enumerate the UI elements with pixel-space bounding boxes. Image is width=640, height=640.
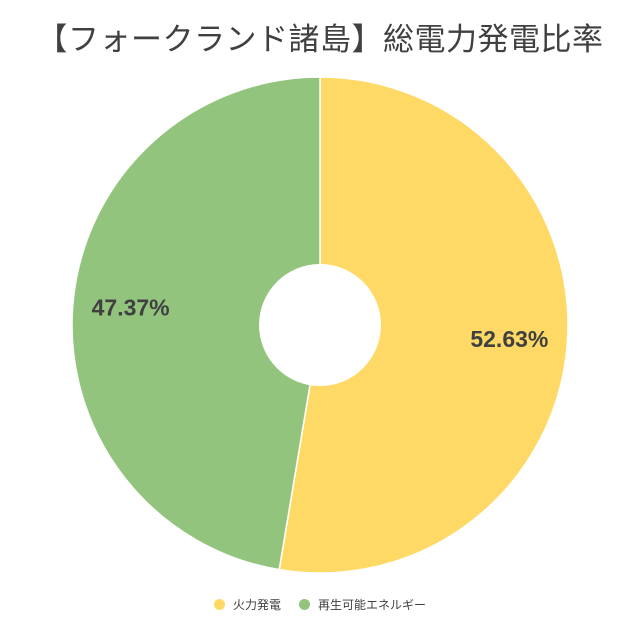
slice-label-1: 47.37% xyxy=(92,294,170,320)
donut-hole xyxy=(259,264,381,386)
legend-label-renewable: 再生可能エネルギー xyxy=(318,598,427,612)
legend-swatch-thermal xyxy=(213,599,225,610)
chart-title: 【フォークランド諸島】総電力発電比率 xyxy=(36,22,604,58)
slice-label-0: 52.63% xyxy=(470,326,548,352)
legend-swatch-renewable xyxy=(299,599,310,610)
chart-slices xyxy=(71,76,569,574)
slice-0[interactable] xyxy=(278,76,569,574)
chart-slice-labels: 52.63% 47.37% xyxy=(92,294,549,351)
chart-legend: 火力発電 再生可能エネルギー xyxy=(0,596,640,613)
slice-1[interactable] xyxy=(71,76,321,571)
legend-item-thermal[interactable]: 火力発電 xyxy=(213,596,281,613)
legend-label-thermal: 火力発電 xyxy=(232,598,281,612)
legend-item-renewable[interactable]: 再生可能エネルギー xyxy=(299,596,426,613)
